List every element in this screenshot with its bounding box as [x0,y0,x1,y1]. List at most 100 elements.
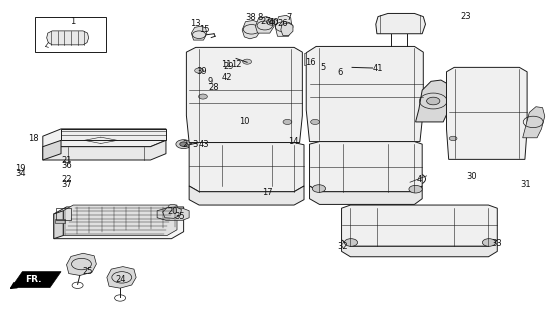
Polygon shape [186,47,302,142]
Polygon shape [54,211,63,239]
Circle shape [344,239,357,246]
Text: 2: 2 [182,140,188,149]
Text: 18: 18 [28,134,39,143]
Circle shape [368,65,377,70]
Text: 11: 11 [221,60,232,69]
Text: 15: 15 [199,25,210,35]
Text: 34: 34 [15,169,26,178]
Circle shape [242,59,255,67]
Text: 31: 31 [521,180,531,188]
Polygon shape [189,186,304,205]
Polygon shape [198,52,251,86]
Text: 9: 9 [208,77,213,86]
Polygon shape [310,186,422,204]
Text: 5: 5 [320,63,325,72]
Text: 6: 6 [337,68,342,77]
Polygon shape [61,129,166,140]
Text: 7: 7 [286,13,291,22]
Text: 33: 33 [491,239,502,248]
Text: 37: 37 [61,180,72,189]
Polygon shape [446,68,527,159]
Polygon shape [523,107,545,138]
Circle shape [202,76,215,84]
Polygon shape [189,142,304,192]
Polygon shape [43,140,61,160]
Text: 36: 36 [61,161,72,170]
Text: 28: 28 [208,83,219,92]
Text: 39: 39 [196,67,206,76]
Text: 20: 20 [167,207,178,216]
Bar [304,53,331,65]
Circle shape [195,68,204,73]
Polygon shape [281,23,293,36]
Text: 26: 26 [278,19,289,28]
Circle shape [409,185,422,193]
Circle shape [449,136,457,141]
Polygon shape [157,208,189,220]
Circle shape [311,119,320,124]
Text: 43: 43 [198,140,209,149]
Polygon shape [163,207,181,218]
Polygon shape [242,20,261,39]
Text: 19: 19 [15,164,26,173]
Text: 16: 16 [305,58,316,67]
Circle shape [168,204,177,210]
Polygon shape [275,15,292,36]
Text: 27: 27 [260,17,271,26]
Polygon shape [67,253,97,276]
Polygon shape [313,54,330,66]
Circle shape [283,119,292,124]
Circle shape [220,66,230,72]
Circle shape [312,185,326,192]
Polygon shape [43,129,166,147]
Text: 24: 24 [115,276,126,284]
Text: 22: 22 [61,175,72,184]
Polygon shape [376,13,426,34]
Text: 21: 21 [61,156,72,165]
Circle shape [427,97,440,105]
Circle shape [482,239,496,246]
Bar [34,17,107,52]
Polygon shape [310,142,422,192]
Circle shape [266,19,278,25]
Polygon shape [107,267,136,288]
Text: 10: 10 [239,117,250,126]
Polygon shape [211,68,232,122]
Circle shape [243,59,251,64]
Polygon shape [43,140,166,160]
Text: 23: 23 [460,12,471,21]
Text: 3: 3 [192,140,198,149]
Text: 29: 29 [224,62,234,71]
Polygon shape [54,207,184,239]
Text: FR.: FR. [25,275,42,284]
Circle shape [176,140,191,148]
Polygon shape [11,272,61,288]
Text: 42: 42 [221,73,232,82]
Text: 25: 25 [82,267,93,276]
Text: 30: 30 [467,172,477,181]
Polygon shape [416,80,451,122]
Polygon shape [63,205,177,236]
Text: 40: 40 [269,19,279,28]
Circle shape [199,94,208,99]
Text: 12: 12 [231,60,242,69]
Bar [55,219,65,223]
Text: 32: 32 [337,242,348,251]
Polygon shape [47,31,89,45]
Circle shape [198,141,210,148]
Circle shape [269,20,275,24]
Text: 14: 14 [287,137,298,146]
Text: 38: 38 [246,13,256,22]
Text: 1: 1 [70,17,76,26]
Bar [56,208,71,220]
Text: 4: 4 [416,175,421,184]
Text: 8: 8 [257,13,263,22]
Text: 13: 13 [190,19,201,28]
Circle shape [180,142,188,146]
Polygon shape [221,51,235,62]
Text: 17: 17 [263,188,273,197]
Polygon shape [341,240,497,257]
Polygon shape [306,46,423,142]
Text: 35: 35 [174,212,184,221]
Polygon shape [341,205,497,246]
